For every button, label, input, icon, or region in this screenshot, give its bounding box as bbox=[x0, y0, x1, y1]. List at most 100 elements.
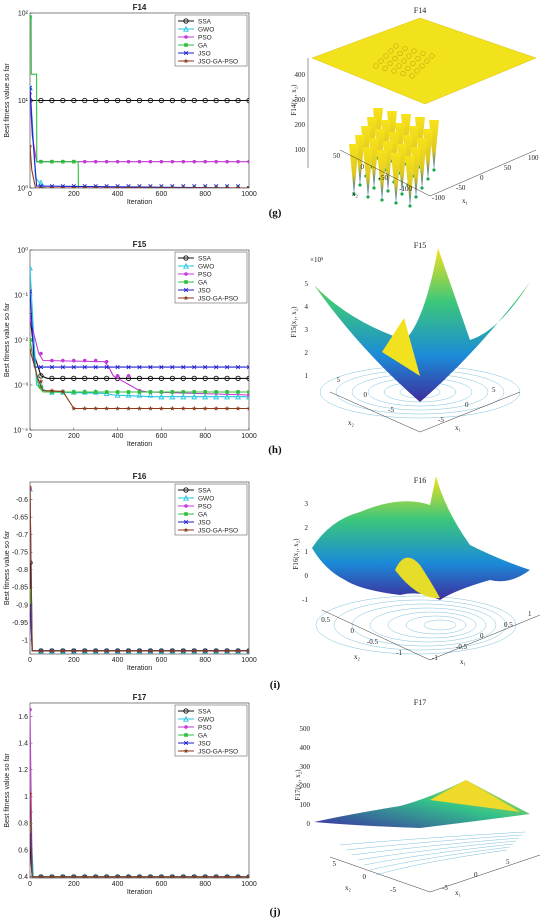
plateau-hole bbox=[378, 58, 384, 64]
marker-square bbox=[126, 390, 131, 394]
panel-label-g: (g) bbox=[269, 207, 282, 219]
marker-x bbox=[183, 740, 189, 746]
marker-circle bbox=[49, 97, 55, 104]
x-tick-label: 1000 bbox=[241, 881, 257, 888]
marker-circle bbox=[136, 97, 143, 104]
marker-star bbox=[38, 874, 44, 878]
marker-x bbox=[246, 185, 249, 188]
y-tick-label: 1.4 bbox=[18, 740, 28, 747]
marker-dot bbox=[93, 159, 98, 164]
surface-f17: F17 F17(x₁, x₂) 0 100 200 300 400 500 5 0 -5 -5 0 5 x₂… bbox=[294, 698, 541, 897]
marker-circle bbox=[114, 97, 121, 104]
legend-entry: SSA bbox=[198, 487, 212, 494]
series-group bbox=[30, 484, 249, 654]
contour-line bbox=[405, 615, 467, 635]
marker-star bbox=[71, 874, 77, 878]
marker-star bbox=[82, 648, 88, 653]
marker-dot bbox=[159, 159, 164, 164]
y-tick-label: 10⁰ bbox=[17, 246, 28, 254]
plateau-hole bbox=[419, 63, 425, 69]
marker-triangle bbox=[114, 391, 121, 398]
marker-star bbox=[30, 484, 33, 490]
marker-star bbox=[115, 874, 121, 878]
marker-star bbox=[180, 185, 186, 188]
spike-tip bbox=[408, 204, 412, 208]
x-tick-label: 0 bbox=[28, 881, 32, 888]
marker-circle bbox=[183, 255, 189, 261]
marker-dot bbox=[39, 351, 43, 356]
marker-triangle bbox=[183, 715, 189, 722]
marker-x bbox=[126, 364, 131, 370]
marker-star bbox=[126, 185, 131, 188]
z-tick-label: 300 bbox=[300, 763, 311, 771]
x1-tick-label: 0 bbox=[474, 871, 478, 879]
y-tick-label: 10² bbox=[18, 10, 29, 17]
marker-dot bbox=[72, 358, 76, 363]
y-tick-label: -0.9 bbox=[16, 602, 28, 609]
y-tick-label: -0.95 bbox=[12, 620, 28, 627]
marker-x bbox=[192, 364, 197, 370]
legend-entry: PSO bbox=[198, 271, 212, 278]
plateau-hole bbox=[405, 65, 411, 72]
plateau-hole bbox=[415, 55, 421, 62]
marker-dot bbox=[225, 159, 229, 164]
marker-square bbox=[184, 512, 188, 516]
marker-dot bbox=[104, 159, 109, 164]
marker-x bbox=[246, 364, 249, 368]
plateau-hole bbox=[392, 55, 398, 62]
marker-circle bbox=[147, 375, 154, 382]
legend-entry: SSA bbox=[198, 255, 212, 262]
surface-spike bbox=[377, 150, 387, 200]
x2-axis-label: x₂ bbox=[352, 190, 359, 198]
marker-x bbox=[30, 85, 33, 89]
x-tick-label: 600 bbox=[156, 191, 168, 198]
marker-star bbox=[30, 347, 33, 353]
marker-dot bbox=[115, 159, 120, 164]
legend-box bbox=[174, 251, 248, 304]
marker-star bbox=[71, 405, 77, 411]
marker-star bbox=[169, 648, 175, 653]
z-tick-label: 200 bbox=[295, 121, 306, 129]
legend-box bbox=[174, 14, 248, 67]
marker-circle bbox=[235, 97, 241, 104]
marker-circle bbox=[213, 375, 219, 382]
marker-star bbox=[158, 185, 164, 188]
series-line-gwo bbox=[30, 267, 249, 398]
marker-star bbox=[183, 748, 189, 754]
series-line-jso-ga-pso bbox=[30, 146, 249, 188]
marker-circle bbox=[169, 97, 176, 104]
marker-star bbox=[224, 874, 230, 878]
marker-circle bbox=[224, 97, 230, 104]
marker-square bbox=[148, 390, 153, 394]
marker-x bbox=[93, 364, 98, 370]
z-tick-label: 0 bbox=[305, 572, 309, 580]
marker-x bbox=[246, 366, 249, 370]
marker-circle bbox=[246, 97, 249, 104]
legend-entry: GWO bbox=[198, 26, 214, 33]
marker-circle bbox=[235, 375, 241, 382]
spike-tip bbox=[432, 168, 436, 172]
x-tick-label: 800 bbox=[199, 191, 211, 198]
y-tick-label: 10⁰ bbox=[17, 184, 28, 192]
marker-star bbox=[191, 874, 197, 878]
marker-star bbox=[60, 874, 66, 878]
legend-entry: GA bbox=[198, 732, 208, 739]
marker-x bbox=[183, 519, 189, 525]
plateau-hole bbox=[406, 53, 412, 59]
plateau-hole bbox=[397, 50, 403, 57]
marker-dot bbox=[247, 393, 249, 397]
marker-star bbox=[137, 874, 142, 878]
contour-line bbox=[369, 846, 511, 871]
x2-tick-label: 0 bbox=[361, 163, 365, 171]
marker-triangle bbox=[147, 391, 154, 398]
x2-tick-label: 50 bbox=[333, 152, 341, 160]
marker-triangle bbox=[246, 393, 249, 400]
plateau-hole bbox=[420, 50, 426, 57]
marker-square bbox=[104, 390, 109, 394]
marker-triangle bbox=[183, 262, 189, 269]
marker-circle bbox=[125, 97, 132, 104]
marker-circle bbox=[191, 375, 197, 382]
marker-square bbox=[247, 390, 249, 394]
marker-star bbox=[158, 405, 164, 411]
